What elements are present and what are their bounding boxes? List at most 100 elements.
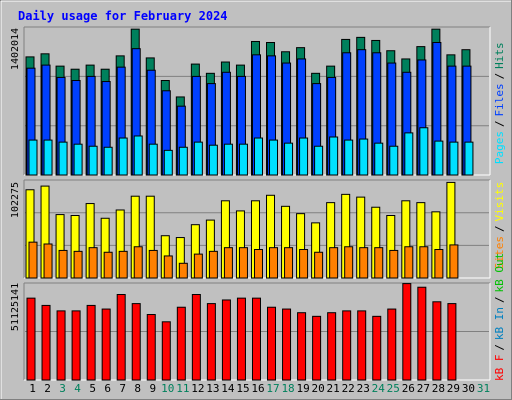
bar-sites-day-24: 24: 33000: [374, 247, 384, 279]
bar-sites-day-14: 14: 33000: [223, 247, 233, 279]
bar-pages-day-13: 13: 290000: [208, 144, 218, 176]
x-label-day-20: 20: [312, 382, 325, 395]
bar-pages-day-15: 15: 300000: [238, 143, 248, 176]
bar-pages-day-24: 24: 310000: [374, 142, 384, 176]
bar-kbf-day-20: 20: 35000000: [312, 315, 322, 381]
ymax-kbytes-label: 51125141: [10, 283, 21, 331]
bar-sites-day-25: 25: 30000: [389, 249, 399, 279]
bar-pages-day-28: 28: 330000: [434, 140, 444, 176]
legend-kbytes-2: kB In: [493, 307, 506, 340]
bar-kbf-day-15: 15: 45000000: [236, 297, 246, 381]
bar-kbf-day-8: 8: 42000000: [131, 303, 141, 381]
chart-panels: 1: 11500001: 10400001: 3400002: 11800002…: [23, 26, 491, 381]
bar-kbf-day-11: 11: 40000000: [176, 306, 186, 381]
bar-sites-day-3: 3: 30000: [58, 249, 68, 279]
bar-pages-day-6: 6: 270000: [103, 146, 113, 176]
bar-pages-day-14: 14: 300000: [223, 143, 233, 176]
bar-pages-day-12: 12: 320000: [193, 141, 203, 176]
bar-sites-day-21: 21: 33000: [329, 247, 339, 279]
x-label-day-17: 17: [266, 382, 279, 395]
bar-sites-day-9: 9: 30000: [148, 249, 158, 279]
bar-kbf-day-5: 5: 41000000: [86, 304, 96, 381]
bar-sites-day-10: 10: 24000: [163, 255, 173, 279]
bar-kbf-day-6: 6: 39000000: [101, 308, 111, 381]
bar-kbf-day-23: 23: 38000000: [357, 310, 367, 381]
legend-hits-0: Pages: [493, 131, 506, 164]
bar-pages-day-9: 9: 300000: [148, 143, 158, 176]
bar-kbf-day-19: 19: 37000000: [297, 312, 307, 381]
bar-kbf-day-14: 14: 44000000: [221, 299, 231, 381]
bar-pages-day-29: 29: 320000: [449, 141, 459, 176]
bar-sites-day-16: 16: 31000: [253, 249, 263, 279]
x-label-day-8: 8: [134, 382, 141, 395]
x-label-day-31: 31: [477, 382, 490, 395]
bar-pages-day-22: 22: 340000: [344, 139, 354, 176]
x-label-day-7: 7: [119, 382, 126, 395]
chart-title: Daily usage for February 2024: [18, 9, 228, 23]
bar-pages-day-26: 26: 410000: [404, 132, 414, 176]
bar-kbf-day-18: 18: 39000000: [282, 308, 292, 381]
bar-kbf-day-10: 10: 32000000: [161, 321, 171, 381]
bar-kbf-day-21: 21: 37000000: [327, 312, 337, 381]
legend-kbytes-0: kB F: [493, 355, 506, 382]
x-label-day-4: 4: [74, 382, 81, 395]
bar-sites-day-8: 8: 34000: [133, 246, 143, 279]
x-axis-labels: 1 2 3 4 5 6 7 8 9 10 11 12 13 14 15 16 17 18 19 20 21 22 23 24 2…: [29, 382, 490, 395]
bar-kbf-day-17: 17: 40000000: [267, 306, 277, 381]
bar-pages-day-2: 2: 340000: [43, 139, 53, 176]
bar-pages-day-8: 8: 380000: [133, 135, 143, 176]
bar-pages-day-20: 20: 280000: [314, 145, 324, 176]
bar-sites-day-15: 15: 33000: [238, 247, 248, 279]
legend-kbytes-3: /: [493, 296, 506, 303]
bar-kbf-day-22: 22: 38000000: [342, 310, 352, 381]
bar-pages-day-23: 23: 350000: [359, 138, 369, 176]
bar-sites-day-26: 26: 34000: [404, 246, 414, 279]
bar-pages-day-3: 3: 320000: [58, 141, 68, 176]
bar-sites-day-13: 13: 29000: [208, 250, 218, 279]
bar-sites-day-20: 20: 28000: [314, 251, 324, 279]
bar-kbf-day-7: 7: 47000000: [116, 294, 126, 381]
legend-hits-1: /: [493, 120, 506, 127]
ymax-visits-label: 102275: [10, 182, 21, 218]
bar-sites-day-5: 5: 33000: [88, 247, 98, 279]
legend-kbytes-4: kB Out: [493, 253, 506, 293]
bar-pages-day-27: 27: 460000: [419, 127, 429, 176]
bar-kbf-day-27: 27: 51000000: [417, 286, 427, 381]
bar-pages-day-17: 17: 340000: [269, 139, 279, 176]
x-label-day-25: 25: [387, 382, 400, 395]
bar-sites-day-22: 22: 34000: [344, 246, 354, 279]
x-label-day-23: 23: [357, 382, 370, 395]
bar-pages-day-11: 11: 270000: [178, 146, 188, 176]
bar-kbf-day-29: 29: 42000000: [447, 303, 457, 381]
ymax-hits-label: 1402014: [10, 28, 21, 70]
bar-kbf-day-13: 13: 42000000: [206, 303, 216, 381]
x-label-day-26: 26: [402, 382, 415, 395]
x-label-day-24: 24: [372, 382, 386, 395]
bar-sites-day-28: 28: 31000: [434, 249, 444, 279]
bar-pages-day-4: 4: 300000: [73, 143, 83, 176]
legend-visits-1: /: [493, 225, 506, 232]
bar-sites-day-1: 1: 39000: [28, 241, 38, 279]
x-label-day-1: 1: [29, 382, 36, 395]
x-label-day-9: 9: [149, 382, 156, 395]
bar-sites-day-7: 7: 29000: [118, 250, 128, 279]
bar-sites-day-29: 29: 36000: [449, 244, 459, 279]
bar-kbf-day-25: 25: 39000000: [387, 308, 397, 381]
bar-sites-day-11: 11: 16000: [178, 262, 188, 279]
x-label-day-2: 2: [44, 382, 51, 395]
bar-pages-day-7: 7: 360000: [118, 137, 128, 176]
bar-sites-day-4: 4: 29000: [73, 250, 83, 279]
legend-hits-3: /: [493, 73, 506, 80]
bar-pages-day-18: 18: 310000: [284, 142, 294, 176]
bar-sites-day-12: 12: 26000: [193, 253, 203, 279]
legend-visits-0: Sites: [493, 236, 506, 269]
bar-pages-day-19: 19: 360000: [299, 137, 309, 176]
y-axis-labels: 1402014 102275 51125141 Pages / Files / Hits Sit…: [10, 28, 506, 381]
legend-kbytes-1: /: [493, 344, 506, 351]
x-label-day-28: 28: [432, 382, 445, 395]
x-label-day-12: 12: [191, 382, 204, 395]
bar-pages-day-10: 10: 240000: [163, 149, 173, 176]
bar-sites-day-27: 27: 34000: [419, 246, 429, 279]
x-label-day-22: 22: [342, 382, 355, 395]
